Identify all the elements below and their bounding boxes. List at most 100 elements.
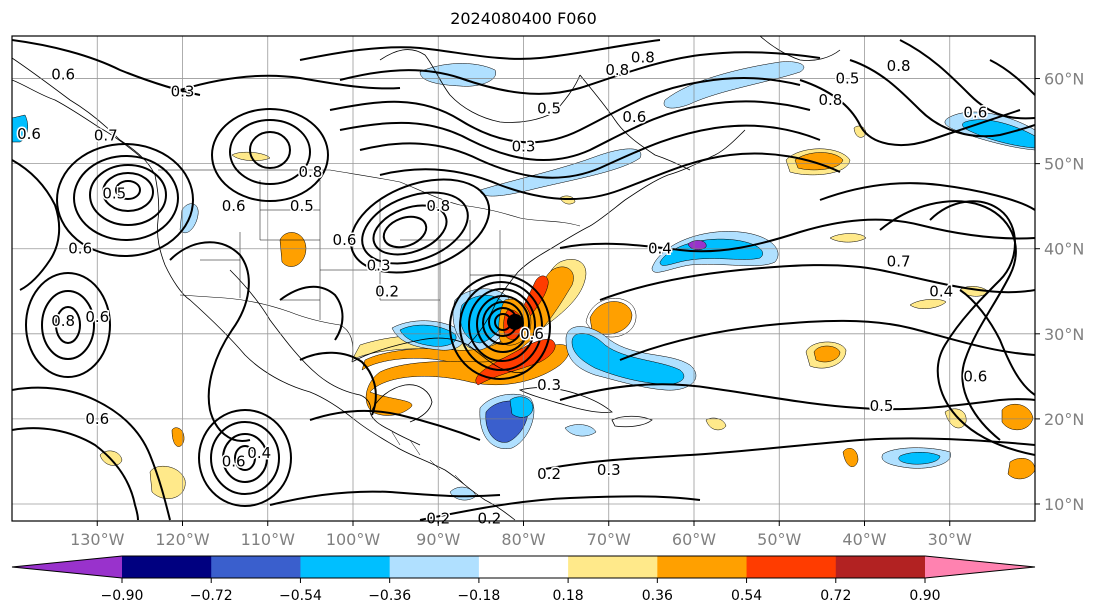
contour-label: 0.6: [85, 410, 109, 428]
colorbar-segment: [389, 556, 480, 578]
pacific-contour: [169, 241, 251, 442]
high-contour: [229, 119, 311, 185]
contour-label: 0.5: [537, 99, 561, 117]
latitude-tick-label: 40°N: [1044, 240, 1084, 259]
longitude-tick-label: 50°W: [757, 530, 801, 549]
positive-anomaly-area: [149, 465, 186, 499]
subtropical-contour: [559, 218, 1035, 253]
pacific-contour: [12, 386, 171, 521]
latitude-tick-label: 50°N: [1044, 155, 1084, 174]
jet-contour: [339, 100, 811, 161]
pacific-contour: [12, 427, 139, 521]
colorbar-tick-label: −0.90: [101, 588, 144, 604]
contour-label: 0.3: [512, 138, 536, 156]
latitude-ticks: 60°N 50°N 40°N 30°N 20°N 10°N: [1035, 70, 1084, 514]
colorbar-tick-label: −0.54: [279, 588, 322, 604]
contour-label: 0.7: [94, 127, 118, 145]
colorbar-segment: [746, 556, 837, 578]
contour-label: 0.2: [426, 509, 450, 527]
contour-label: 0.6: [520, 325, 544, 343]
colorbar-extend-high: [925, 556, 1035, 578]
storm-contour: [482, 301, 524, 345]
hispaniola-coastline: [611, 415, 653, 428]
contour-label: 0.4: [929, 282, 953, 300]
subtropical-contour: [599, 264, 1035, 301]
jet-contour: [339, 51, 821, 95]
pacific-contour: [12, 39, 201, 96]
negative-anomaly-area: [479, 148, 642, 197]
contour-label: 0.3: [367, 257, 391, 275]
negative-anomaly-area: [663, 61, 805, 109]
longitude-tick-label: 40°W: [842, 530, 886, 549]
pacific-contour: [12, 159, 61, 291]
pacific-contour: [179, 74, 401, 91]
latitude-tick-label: 20°N: [1044, 410, 1084, 429]
colorbar-tick-label: 0.36: [642, 588, 673, 604]
storm-contour: [468, 288, 536, 362]
mexico-border: [179, 294, 354, 363]
contour-label: 0.8: [298, 163, 322, 181]
positive-anomaly-area: [909, 299, 947, 309]
contour-label: 0.6: [963, 367, 987, 385]
high-contour: [41, 290, 95, 360]
negative-anomaly-area: [12, 114, 28, 143]
jet-contour: [359, 124, 821, 179]
subtropical-contour: [559, 383, 1035, 411]
latitude-tick-label: 60°N: [1044, 70, 1084, 89]
colorbar-segment: [835, 556, 926, 578]
contour-label: 0.8: [426, 197, 450, 215]
mexico-coastline: [229, 269, 421, 446]
colorbar-tick-label: −0.18: [457, 588, 500, 604]
colorbar-tick-label: −0.36: [368, 588, 411, 604]
contour-label: 0.8: [631, 48, 655, 66]
longitude-tick-label: 120°W: [155, 530, 210, 549]
jet-contour: [299, 39, 661, 61]
storm-contour: [476, 295, 530, 353]
longitude-tick-label: 30°W: [928, 530, 972, 549]
florida-coastline: [467, 225, 591, 346]
contour-label: 0.6: [85, 308, 109, 326]
hudson-bay-coastline: [379, 49, 581, 123]
positive-anomaly-area: [829, 233, 867, 243]
colorbar-tick-label: −0.72: [190, 588, 233, 604]
contour-label: 0.4: [247, 444, 271, 462]
positive-anomaly-area: [1007, 458, 1035, 480]
colorbar-segment: [300, 556, 391, 578]
colorbar-segment: [568, 556, 658, 578]
map-title: 2024080400 F060: [450, 9, 597, 28]
labrador-coastline: [579, 74, 691, 171]
contour-label: 0.2: [375, 282, 399, 300]
longitude-tick-label: 90°W: [416, 530, 460, 549]
atlantic-contour: [799, 79, 1021, 146]
negative-anomaly-area: [962, 119, 1035, 149]
longitude-tick-label: 110°W: [241, 530, 296, 549]
contour-label: 0.6: [963, 104, 987, 122]
colorbar-extend-low: [12, 556, 122, 578]
contour-label-layer: 0.6 0.3 0.6 0.5 0.7 0.6 0.8 0.6 0.6 0.6 0.5 0.8 0.8 0…: [16, 47, 989, 529]
longitude-tick-label: 60°W: [672, 530, 716, 549]
colorbar-tick-label: 0.54: [731, 588, 762, 604]
canada-border: [158, 169, 581, 227]
longitude-tick-label: 70°W: [587, 530, 631, 549]
positive-anomaly-area: [171, 427, 185, 447]
high-contour: [198, 409, 292, 507]
contour-label: 0.8: [818, 91, 842, 109]
pacific-contour: [299, 351, 377, 416]
longitude-tick-label: 80°W: [501, 530, 545, 549]
colorbar-segment: [211, 556, 301, 578]
trough-contour: [349, 178, 491, 274]
contour-label: 0.6: [17, 125, 41, 143]
contour-label: 0.6: [333, 231, 357, 249]
cuba-coastline: [518, 387, 613, 413]
contour-label: 0.5: [102, 184, 126, 202]
contour-label: 0.7: [887, 252, 911, 270]
jet-contour: [329, 77, 801, 144]
contour-label: 0.6: [222, 197, 246, 215]
trough-contour: [361, 191, 469, 265]
atlantic-contour: [989, 59, 1035, 96]
high-contour: [210, 421, 280, 495]
contour-label: 0.5: [870, 397, 894, 415]
yucatan-coastline: [371, 384, 433, 423]
colorbar-segment: [657, 556, 748, 578]
